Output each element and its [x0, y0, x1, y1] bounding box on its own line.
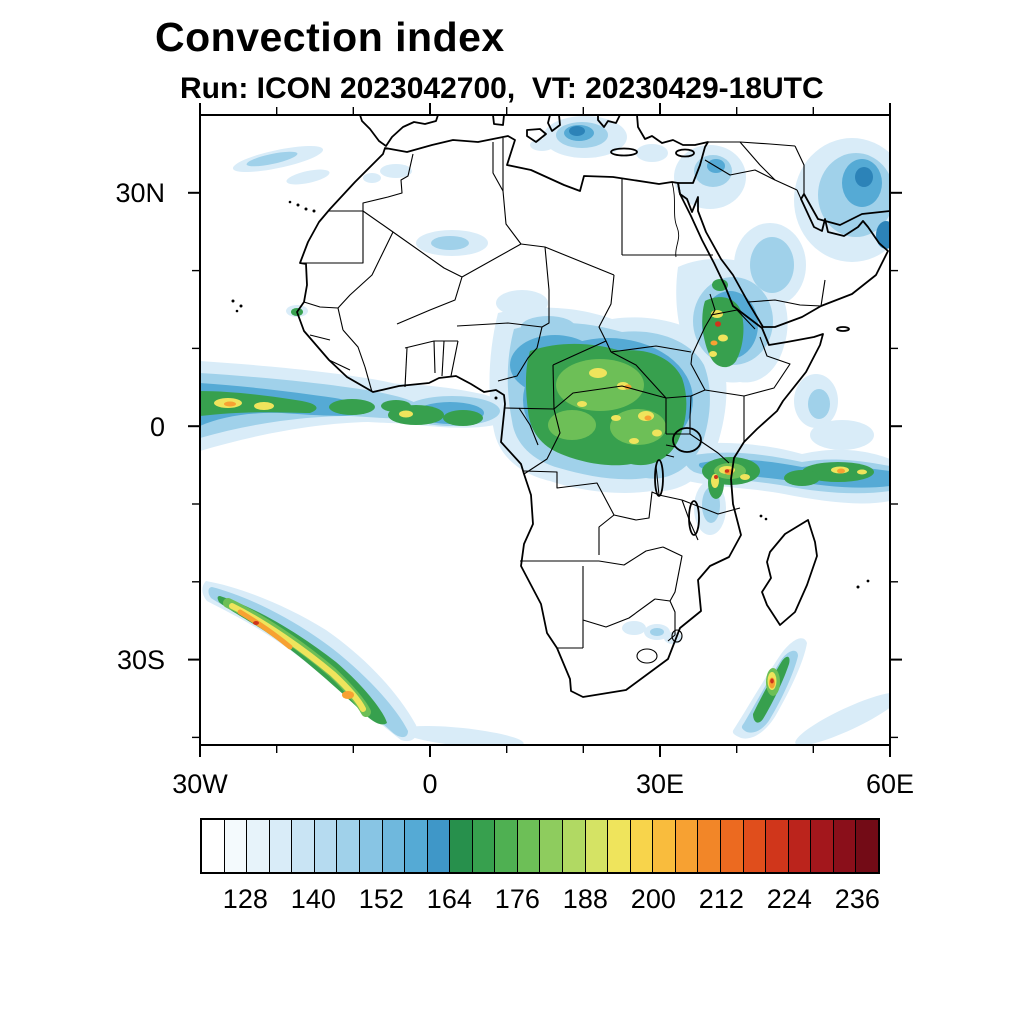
- colorbar-tick-label: 188: [562, 884, 608, 914]
- map-frame: [188, 103, 902, 757]
- colorbar-cell: [494, 820, 517, 872]
- chart-subtitle: Run: ICON 2023042700, VT: 20230429-18UTC: [180, 72, 824, 105]
- colorbar-cell: [855, 820, 878, 872]
- colorbar-cell: [381, 820, 405, 872]
- colorbar-cell: [832, 820, 856, 872]
- colorbar: [200, 818, 880, 874]
- colorbar-cell: [674, 820, 698, 872]
- colorbar-cell: [742, 820, 766, 872]
- colorbar-labels: 128 140 152 164 176 188 200 212 224 236: [200, 884, 880, 918]
- y-axis-label-30n: 30N: [115, 178, 165, 208]
- colorbar-cell: [223, 820, 247, 872]
- colorbar-tick-label: 128: [222, 884, 268, 914]
- colorbar-tick-label: 176: [494, 884, 540, 914]
- colorbar-cell: [404, 820, 427, 872]
- colorbar-cell: [697, 820, 720, 872]
- colorbar-cell: [539, 820, 562, 872]
- colorbar-cell: [449, 820, 472, 872]
- colorbar-cell: [516, 820, 540, 872]
- chart-title: Convection index: [155, 14, 505, 60]
- colorbar-cell: [629, 820, 653, 872]
- colorbar-tick-label: 164: [426, 884, 472, 914]
- colorbar-tick-label: 212: [698, 884, 744, 914]
- y-axis-label-30s: 30S: [117, 645, 165, 675]
- coastlines: [296, 115, 890, 698]
- colorbar-cell: [652, 820, 675, 872]
- colorbar-tick-label: 200: [630, 884, 676, 914]
- colorbar-tick-label: 152: [358, 884, 404, 914]
- x-axis-label-60e: 60E: [866, 769, 914, 799]
- axis-labels: 30N 0 30S 30W 0 30E 60E: [115, 178, 914, 799]
- colorbar-tick-label: 140: [290, 884, 336, 914]
- x-axis-label-0: 0: [422, 769, 437, 799]
- colorbar-cell: [426, 820, 450, 872]
- x-axis-label-30e: 30E: [636, 769, 684, 799]
- colorbar-tick-label: 224: [766, 884, 812, 914]
- colorbar-cell: [787, 820, 811, 872]
- colorbar-cell: [202, 820, 224, 872]
- colorbar-cell: [268, 820, 292, 872]
- y-axis-label-0: 0: [150, 412, 165, 442]
- colorbar-cell: [810, 820, 833, 872]
- small-islands: [231, 200, 870, 589]
- colorbar-cell: [719, 820, 743, 872]
- colorbar-tick-label: 236: [834, 884, 880, 914]
- colorbar-cell: [471, 820, 495, 872]
- colorbar-cell: [562, 820, 585, 872]
- country-borders: [300, 138, 826, 664]
- colorbar-cell: [291, 820, 314, 872]
- colorbar-cell: [336, 820, 359, 872]
- colorbar-cell: [358, 820, 382, 872]
- x-axis-label-30w: 30W: [172, 769, 228, 799]
- colorbar-cell: [607, 820, 630, 872]
- convection-field: [200, 116, 890, 745]
- colorbar-cell: [246, 820, 269, 872]
- colorbar-cell: [765, 820, 788, 872]
- colorbar-cell: [313, 820, 337, 872]
- map-content: [200, 115, 890, 745]
- colorbar-cell: [584, 820, 608, 872]
